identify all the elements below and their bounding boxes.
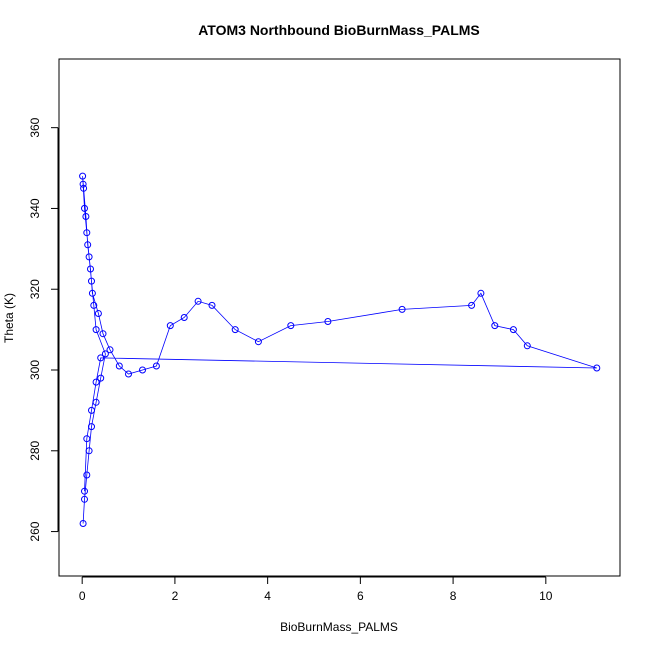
y-axis-label: Theta (K) [2, 293, 16, 343]
data-point [231, 326, 239, 334]
data-point [81, 495, 88, 503]
x-tick-label: 6 [357, 589, 364, 603]
data-point [80, 184, 88, 192]
data-point [115, 362, 123, 370]
x-axis-label: BioBurnMass_PALMS [280, 620, 398, 634]
plot-frame [58, 58, 621, 577]
data-point [208, 301, 216, 309]
data-point [88, 423, 95, 431]
x-tick-label: 0 [79, 589, 86, 603]
data-point [79, 172, 87, 180]
y-tick-label: 340 [28, 198, 42, 218]
x-tick-label: 4 [264, 589, 271, 603]
data-point [101, 350, 109, 358]
data-point [491, 322, 499, 330]
data-point [82, 213, 90, 220]
data-point [92, 378, 100, 386]
data-point [97, 374, 105, 382]
data-point [152, 362, 160, 370]
series-line [82, 176, 597, 524]
data-point [94, 310, 102, 317]
data-point [83, 229, 91, 237]
y-tick-label: 300 [28, 360, 42, 380]
y-tick-label: 360 [28, 117, 42, 137]
data-point [79, 180, 87, 188]
data-point [90, 301, 98, 309]
data-point [254, 338, 262, 346]
data-point [88, 406, 95, 414]
x-tick-label: 8 [450, 589, 457, 603]
data-point [88, 277, 95, 285]
data-point [468, 301, 476, 309]
data-point [99, 330, 107, 338]
data-point [125, 370, 132, 378]
data-point [166, 322, 174, 330]
x-tick-label: 10 [539, 589, 553, 603]
data-point [593, 364, 601, 372]
data-point [523, 342, 531, 350]
data-point [85, 447, 93, 455]
data-point [287, 322, 295, 330]
data-point [398, 305, 406, 313]
data-point [97, 354, 105, 362]
data-point [92, 326, 100, 334]
data-point [87, 265, 94, 273]
y-tick-label: 320 [28, 279, 42, 299]
y-tick-label: 280 [28, 440, 42, 460]
data-point [81, 204, 88, 212]
data-point [139, 366, 146, 374]
plot-area [79, 172, 601, 527]
x-tick-label: 2 [172, 589, 179, 603]
data-point [180, 314, 188, 321]
y-axis: 260 280 300 320 340 360 [28, 117, 59, 542]
data-point [194, 297, 202, 305]
data-point [88, 289, 96, 297]
data-point [83, 471, 91, 479]
y-tick-label: 260 [28, 521, 42, 541]
data-point [84, 241, 92, 249]
data-point [83, 435, 91, 443]
data-point [477, 289, 485, 297]
chart-title: ATOM3 Northbound BioBurnMass_PALMS [198, 22, 480, 38]
data-point [81, 487, 88, 495]
data-point [106, 346, 114, 354]
data-point [324, 318, 332, 325]
data-point [92, 398, 100, 406]
data-point [79, 520, 87, 527]
data-point [85, 253, 93, 261]
x-axis: 0 2 4 6 8 10 [79, 576, 553, 603]
data-point [509, 326, 517, 334]
